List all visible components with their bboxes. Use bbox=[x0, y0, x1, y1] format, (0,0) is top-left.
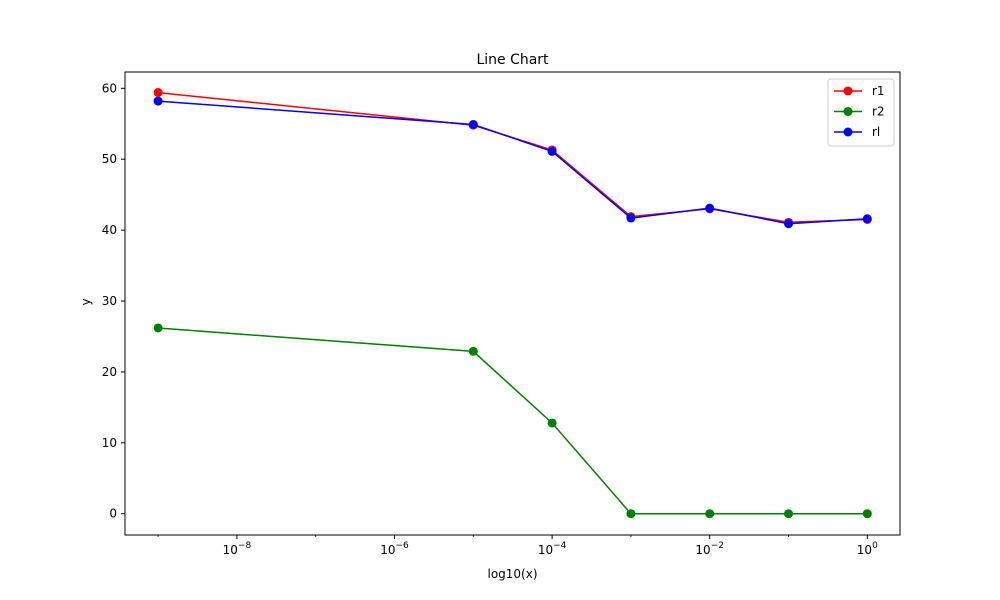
y-tick-label: 60 bbox=[102, 81, 117, 95]
y-axis: 0 10 20 30 40 50 60 bbox=[102, 81, 125, 521]
data-point bbox=[705, 509, 715, 519]
x-tick-label: 10−6 bbox=[380, 541, 409, 557]
y-tick-label: 40 bbox=[102, 223, 117, 237]
plot-area bbox=[124, 71, 901, 536]
data-point bbox=[547, 146, 557, 156]
data-point bbox=[153, 323, 163, 333]
data-point bbox=[862, 214, 872, 224]
legend-marker bbox=[843, 107, 853, 116]
x-tick-label: 10−2 bbox=[695, 541, 724, 557]
data-point bbox=[705, 203, 715, 213]
y-tick-label: 20 bbox=[102, 365, 117, 379]
data-point bbox=[468, 346, 478, 356]
x-axis: 10−8 10−6 10−4 10−2 100 bbox=[157, 535, 878, 557]
data-point bbox=[784, 509, 794, 519]
data-point bbox=[626, 213, 636, 223]
x-tick-label: 10−8 bbox=[223, 541, 252, 557]
data-point bbox=[468, 119, 478, 129]
x-axis-label: log10(x) bbox=[487, 567, 537, 581]
y-tick-label: 10 bbox=[102, 436, 117, 450]
series-line bbox=[158, 100, 868, 225]
series-rl bbox=[153, 96, 872, 229]
legend: r1 r2 rl bbox=[827, 78, 895, 147]
legend-marker bbox=[843, 127, 853, 137]
x-tick-label: 10−4 bbox=[538, 541, 567, 557]
data-point bbox=[153, 88, 163, 98]
data-point bbox=[784, 219, 794, 229]
series-line bbox=[158, 327, 868, 515]
y-tick-label: 0 bbox=[109, 507, 117, 521]
legend-marker bbox=[843, 86, 853, 96]
data-point bbox=[626, 509, 636, 519]
y-axis-label: y bbox=[79, 298, 93, 305]
data-point bbox=[862, 509, 872, 519]
legend-label: r1 bbox=[872, 84, 885, 98]
y-tick-label: 30 bbox=[102, 294, 117, 308]
data-point bbox=[153, 96, 163, 106]
x-tick-label: 100 bbox=[857, 541, 878, 557]
y-tick-label: 50 bbox=[102, 152, 117, 166]
legend-label: r2 bbox=[872, 105, 885, 119]
plot-frame bbox=[124, 71, 901, 536]
chart-title: Line Chart bbox=[476, 52, 549, 68]
legend-label: rl bbox=[872, 125, 880, 139]
series-r2 bbox=[153, 323, 872, 519]
data-point bbox=[547, 418, 557, 428]
series-line bbox=[158, 91, 868, 224]
